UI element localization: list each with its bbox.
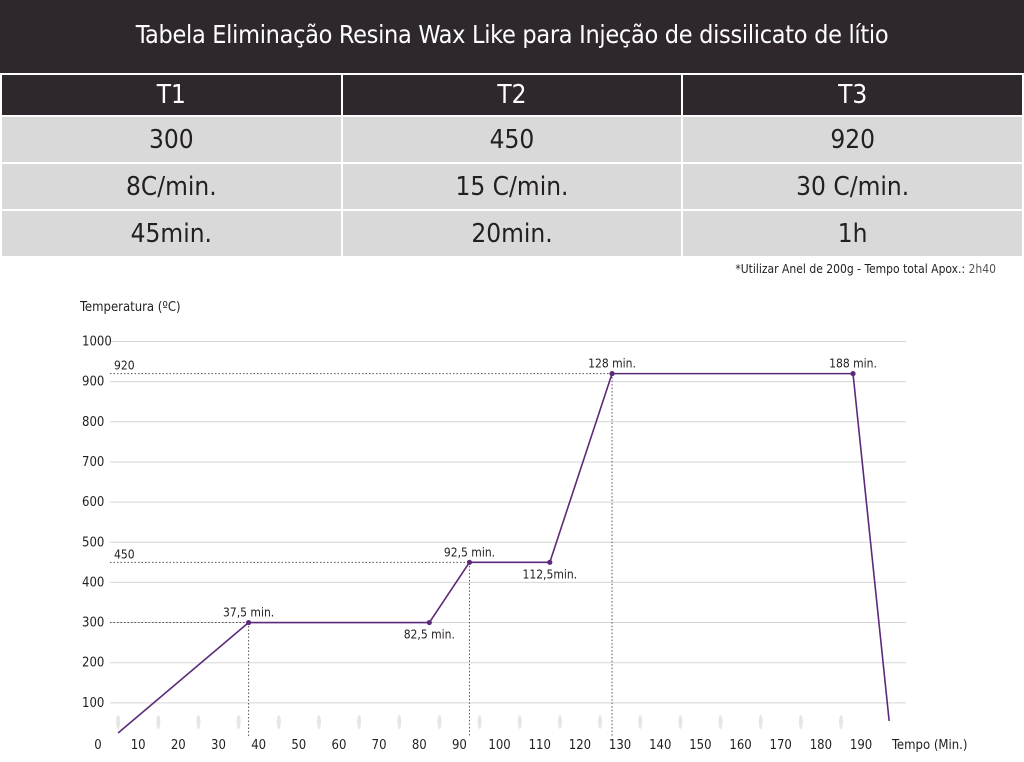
tick-mark	[437, 715, 442, 729]
data-point-label: 37,5 min.	[223, 606, 274, 620]
x-tick-label: 160	[729, 738, 751, 753]
tick-mark	[517, 715, 522, 729]
data-point-label: 112,5min.	[522, 567, 577, 581]
reference-guides: 450 920	[110, 359, 613, 736]
y-tick-label: 400	[82, 575, 104, 590]
tick-mark	[156, 715, 161, 729]
column-header-t3: T3	[681, 73, 1024, 117]
tick-mark	[357, 715, 362, 729]
x-tick-label: 40	[251, 738, 266, 753]
y-tick-label: 200	[82, 656, 104, 671]
reference-label: 450	[114, 547, 135, 561]
table-cell: 1h	[681, 209, 1024, 258]
x-tick-label: 170	[770, 738, 792, 753]
column-header-t2: T2	[340, 73, 684, 117]
y-tick-label: 900	[82, 375, 104, 390]
tick-mark	[116, 715, 121, 729]
data-point-label: 128 min.	[588, 357, 636, 371]
data-point-label: 82,5 min.	[404, 628, 455, 642]
x-tick-label: 0	[94, 738, 101, 753]
tick-mark	[598, 715, 603, 729]
x-axis-label: Tempo (Min.)	[891, 738, 967, 753]
data-point	[850, 371, 856, 377]
x-tick-label: 90	[452, 738, 467, 753]
x-tick-label: 60	[332, 738, 347, 753]
table-header-row: T1 T2 T3	[0, 73, 1024, 117]
data-point	[547, 559, 553, 565]
data-point-label: 188 min.	[829, 357, 877, 371]
table-cell: 30 C/min.	[681, 162, 1024, 211]
x-tick-label: 130	[609, 738, 631, 753]
tick-mark	[798, 715, 803, 729]
table-cell: 15 C/min.	[340, 162, 684, 211]
y-tick-label: 800	[82, 415, 104, 430]
table-cell: 450	[340, 115, 684, 164]
table-cell: 45min.	[0, 209, 343, 258]
y-tick-label: 300	[82, 616, 104, 631]
x-tick-label: 10	[131, 738, 146, 753]
data-point-label: 92,5 min.	[444, 545, 495, 559]
column-header-t1: T1	[0, 73, 343, 117]
y-axis-label: Temperatura (ºC)	[79, 300, 181, 315]
data-point	[246, 619, 252, 626]
table-cell: 20min.	[340, 209, 684, 258]
data-point	[466, 559, 473, 565]
tick-mark	[196, 715, 201, 729]
axis-ticks: 100 200 300 400 500 600 700 800 900 1000 0 10 20 30 40…	[82, 335, 872, 754]
x-tick-label: 190	[850, 738, 872, 753]
data-point	[609, 371, 615, 377]
table-cell: 920	[681, 115, 1024, 164]
grid-lines	[110, 341, 906, 729]
x-tick-label: 30	[211, 738, 226, 753]
tick-mark	[839, 715, 844, 729]
tick-mark	[758, 715, 763, 729]
tick-mark	[316, 715, 321, 729]
x-tick-label: 100	[488, 738, 510, 753]
total-time: 2h40	[968, 262, 996, 276]
x-tick-label: 70	[372, 738, 387, 753]
footnote: *Utilizar Anel de 200g - Tempo total Apo…	[735, 262, 996, 276]
x-tick-label: 80	[412, 738, 427, 753]
tick-mark	[477, 715, 482, 729]
settings-table: T1 T2 T3 300 450 920 8C/min. 15 C/min. 3…	[0, 73, 1024, 258]
temperature-line	[117, 372, 890, 734]
x-tick-label: 180	[810, 738, 832, 753]
x-tick-label: 150	[689, 738, 711, 753]
table-cell: 8C/min.	[0, 162, 343, 211]
table-row-temperature: 300 450 920	[0, 115, 1024, 164]
chart-title: Tabela Eliminação Resina Wax Like para I…	[0, 0, 1024, 73]
x-tick-label: 110	[529, 738, 551, 753]
tick-mark	[276, 715, 281, 729]
reference-label: 920	[114, 359, 135, 373]
y-tick-label: 500	[82, 535, 104, 550]
tick-mark	[236, 715, 241, 729]
y-tick-label: 1000	[82, 335, 112, 350]
tick-mark	[557, 715, 562, 729]
tick-mark	[638, 715, 643, 729]
y-tick-label: 600	[82, 495, 104, 510]
y-tick-label: 700	[82, 455, 104, 470]
data-point	[426, 619, 432, 626]
x-tick-label: 50	[291, 738, 306, 753]
y-tick-label: 100	[82, 696, 104, 711]
x-tick-label: 140	[649, 738, 671, 753]
x-tick-label: 20	[171, 738, 186, 753]
tick-mark	[678, 715, 683, 729]
series-line	[117, 372, 890, 734]
footnote-text: *Utilizar Anel de 200g - Tempo total Apo…	[735, 262, 966, 276]
table-cell: 300	[0, 115, 343, 164]
x-tick-label: 120	[569, 738, 591, 753]
table-row-rate: 8C/min. 15 C/min. 30 C/min.	[0, 162, 1024, 211]
tick-mark	[397, 715, 402, 729]
tick-mark	[718, 715, 723, 729]
point-markers: 37,5 min. 82,5 min. 92,5 min. 112,5min. 128 …	[223, 357, 877, 642]
table-row-hold: 45min. 20min. 1h	[0, 209, 1024, 258]
